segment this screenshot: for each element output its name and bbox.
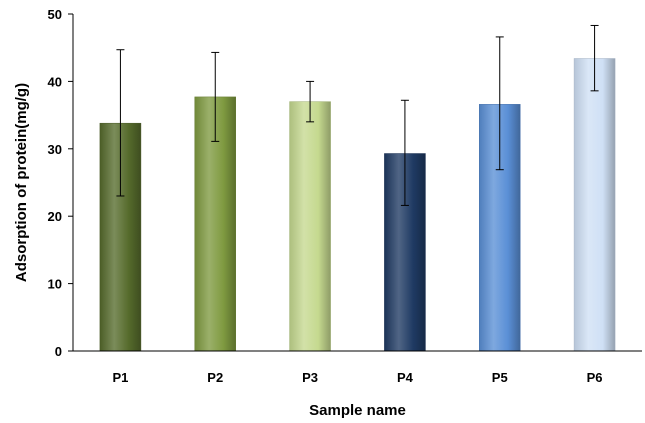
- error-bar-p2: [211, 51, 220, 142]
- error-bar-p4: [400, 99, 409, 206]
- x-tick-label: P6: [587, 370, 603, 385]
- x-tick-label: P5: [492, 370, 508, 385]
- bars-layer: [99, 58, 616, 352]
- bar-p3: [289, 101, 331, 352]
- x-tick-label: P4: [397, 370, 414, 385]
- x-axis-ticks: P1 P2 P3 P4 P5 P6: [112, 370, 602, 385]
- error-bar-p6: [590, 24, 599, 92]
- y-tick-label: 10: [48, 277, 62, 292]
- error-bar-p5: [495, 36, 504, 171]
- error-bar-p1: [116, 49, 125, 197]
- y-tick-label: 20: [48, 209, 62, 224]
- y-tick-label: 30: [48, 142, 62, 157]
- x-axis-title: Sample name: [309, 402, 406, 419]
- y-tick-label: 50: [48, 7, 62, 22]
- x-tick-label: P2: [207, 370, 223, 385]
- y-tick-label: 0: [55, 344, 62, 359]
- error-bar-p3: [306, 80, 315, 123]
- x-tick-label: P1: [112, 370, 128, 385]
- bar-p6: [573, 58, 616, 352]
- error-bars-layer: [116, 24, 599, 206]
- x-tick-label: P3: [302, 370, 318, 385]
- y-tick-label: 40: [48, 74, 62, 89]
- y-axis-title: Adsorption of protein(mg/g): [13, 83, 30, 282]
- y-axis-ticks: 0 10 20 30 40 50: [48, 7, 73, 359]
